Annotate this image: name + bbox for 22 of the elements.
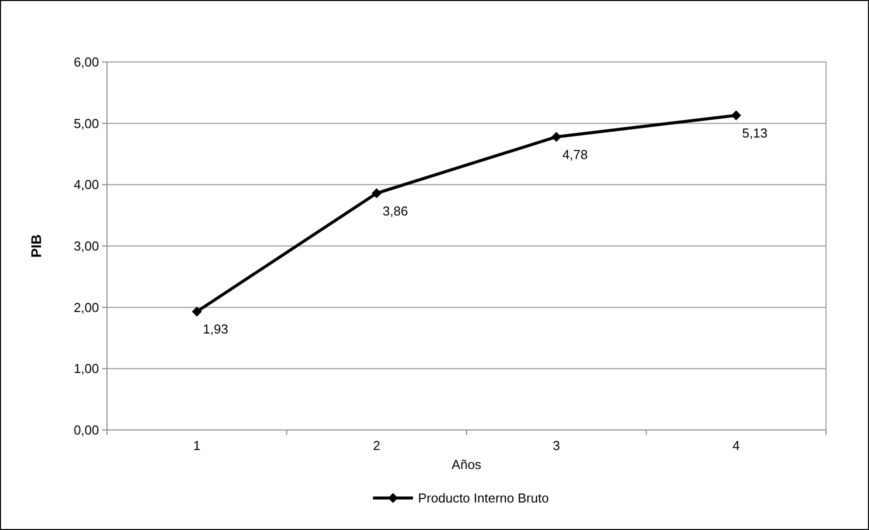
data-label: 5,13	[742, 125, 768, 140]
point	[192, 306, 202, 317]
x-tick-label: 1	[193, 438, 200, 453]
x-tick-label: 4	[732, 438, 740, 453]
point	[372, 188, 382, 198]
y-tick-label: 0,00	[74, 422, 99, 438]
legend-label: Producto Interno Bruto	[418, 490, 549, 506]
y-tick-label: 5,00	[74, 116, 99, 131]
data-label: 3,86	[382, 203, 408, 218]
y-tick-label: 6,00	[74, 54, 99, 70]
data-label: 4,78	[562, 146, 588, 162]
point	[731, 110, 742, 120]
y-axis-title: PIB	[28, 234, 44, 258]
y-tick-label: 4,00	[74, 177, 99, 192]
y-tick-label: 3,00	[74, 238, 99, 254]
y-tick-label: 1,00	[74, 361, 99, 376]
x-tick-label: 2	[373, 438, 380, 453]
x-tick-label: 3	[552, 438, 560, 453]
point	[551, 132, 562, 142]
data-label: 1,93	[202, 322, 228, 337]
x-axis-title: Años	[452, 457, 482, 472]
y-tick-label: 2,00	[74, 300, 99, 315]
